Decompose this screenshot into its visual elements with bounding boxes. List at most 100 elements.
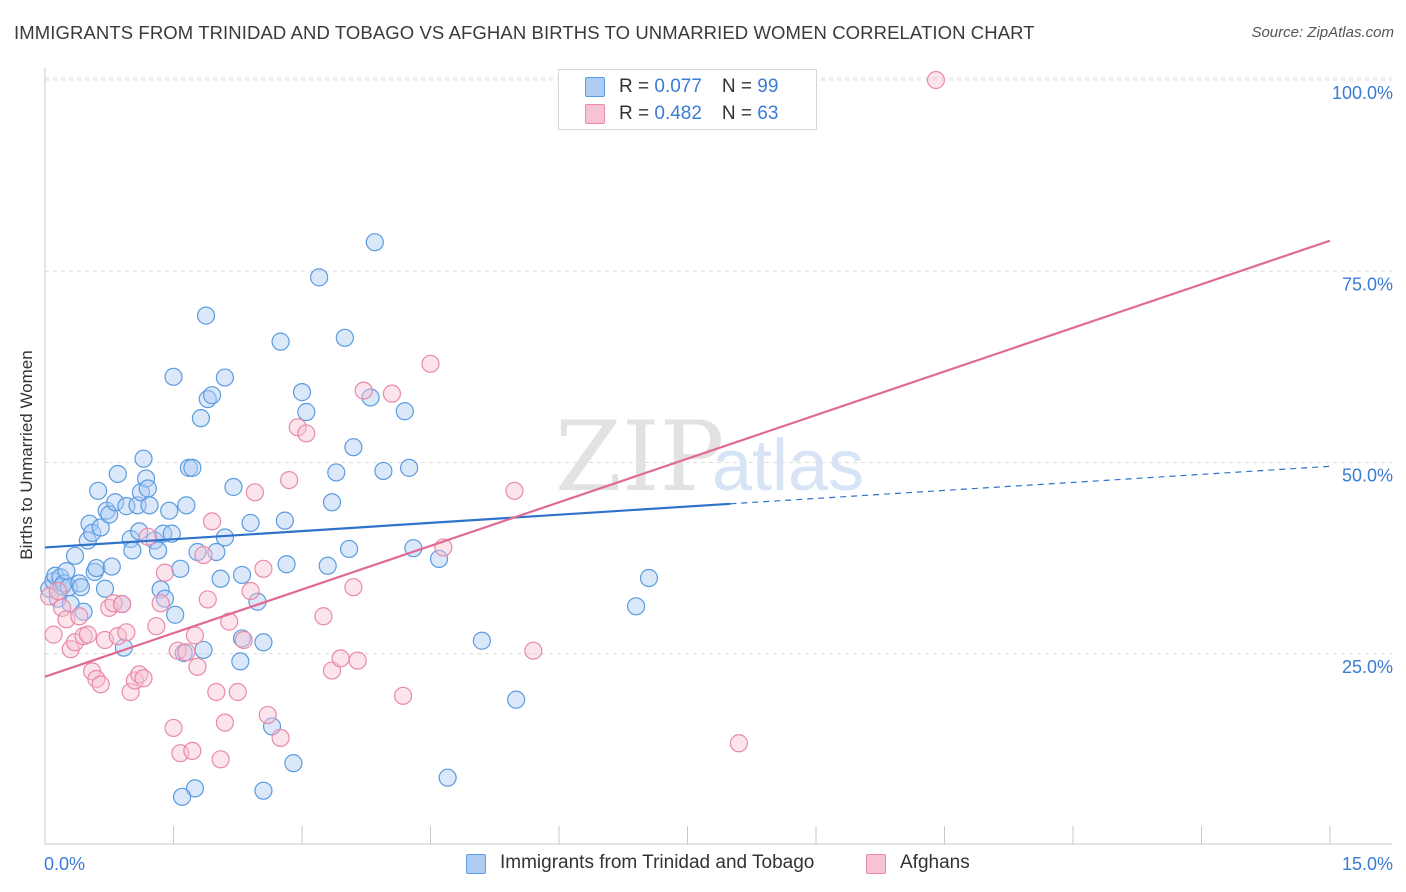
data-point-trinidad xyxy=(254,781,273,800)
data-point-afghans xyxy=(177,643,196,662)
data-point-trinidad xyxy=(429,549,449,568)
data-point-afghans xyxy=(228,682,247,702)
data-point-trinidad xyxy=(95,579,115,598)
data-point-trinidad xyxy=(65,546,85,565)
data-point-afghans xyxy=(53,598,72,617)
data-point-afghans xyxy=(354,381,373,400)
legend-n-value: 63 xyxy=(757,103,779,124)
data-point-afghans xyxy=(198,590,217,609)
data-point-trinidad xyxy=(472,631,491,650)
data-point-trinidad xyxy=(140,496,159,515)
data-point-afghans xyxy=(241,581,260,601)
series-legend: Immigrants from Trinidad and Tobago Afgh… xyxy=(0,851,1406,879)
data-point-afghans xyxy=(70,607,89,626)
data-point-trinidad xyxy=(172,787,192,806)
data-point-afghans xyxy=(138,527,157,546)
data-point-afghans xyxy=(314,607,333,626)
data-point-trinidad xyxy=(277,555,296,574)
legend-n-label: N = xyxy=(721,76,758,97)
data-point-trinidad xyxy=(254,633,273,652)
data-point-trinidad xyxy=(102,557,121,576)
data-point-afghans xyxy=(348,651,367,670)
data-point-trinidad xyxy=(438,768,457,787)
legend-label-trinidad: Immigrants from Trinidad and Tobago xyxy=(500,852,815,873)
data-point-afghans xyxy=(78,625,97,644)
legend-r-label: R = xyxy=(619,76,655,97)
data-point-afghans xyxy=(393,686,413,705)
data-point-trinidad xyxy=(164,367,183,386)
data-point-afghans xyxy=(151,594,170,613)
data-point-afghans xyxy=(926,70,946,90)
data-point-trinidad xyxy=(507,690,526,709)
data-point-afghans xyxy=(245,483,264,502)
source-label: Source: ZipAtlas.com xyxy=(1251,24,1394,41)
data-point-trinidad xyxy=(148,541,168,560)
data-point-afghans xyxy=(183,741,202,761)
data-point-trinidad xyxy=(275,511,294,530)
data-point-afghans xyxy=(147,617,166,636)
data-point-trinidad xyxy=(177,496,196,515)
data-point-afghans xyxy=(164,718,183,738)
data-point-trinidad xyxy=(639,568,659,588)
data-point-trinidad xyxy=(310,268,329,287)
y-tick-label: 50.0% xyxy=(1342,466,1393,486)
data-point-trinidad xyxy=(344,438,363,457)
data-point-trinidad xyxy=(292,383,312,402)
legend-swatch-blue xyxy=(466,854,486,874)
data-point-afghans xyxy=(211,750,230,769)
data-point-afghans xyxy=(215,713,234,732)
data-point-afghans xyxy=(40,587,59,606)
data-point-trinidad xyxy=(138,479,157,498)
data-point-trinidad xyxy=(340,539,359,559)
legend-r-value: 0.482 xyxy=(654,103,702,124)
trend-line-trinidad-extension xyxy=(730,465,1331,505)
legend-swatch-blue xyxy=(585,77,605,97)
data-point-trinidad xyxy=(87,558,106,578)
x-tick-label: 0.0% xyxy=(44,854,85,874)
data-point-afghans xyxy=(524,641,543,660)
data-point-afghans xyxy=(112,594,132,614)
data-point-trinidad xyxy=(185,779,205,798)
data-point-afghans xyxy=(134,669,153,688)
x-tick-label: 15.0% xyxy=(1342,854,1393,874)
data-point-afghans xyxy=(729,734,749,753)
data-point-trinidad xyxy=(191,409,211,428)
data-point-trinidad xyxy=(57,562,76,581)
legend-swatch-pink xyxy=(866,854,886,874)
data-point-trinidad xyxy=(318,556,337,575)
data-point-afghans xyxy=(91,675,110,694)
watermark-atlas: atlas xyxy=(712,426,864,506)
data-point-afghans xyxy=(185,626,205,645)
legend-n-value: 99 xyxy=(757,76,779,97)
trend-lines xyxy=(44,239,1331,678)
data-point-trinidad xyxy=(327,463,346,482)
data-point-trinidad xyxy=(83,523,102,542)
data-point-trinidad xyxy=(160,501,179,520)
trend-line-trinidad xyxy=(44,502,731,549)
data-point-trinidad xyxy=(215,528,234,547)
data-point-trinidad xyxy=(106,493,125,512)
data-point-afghans xyxy=(108,627,127,646)
legend-n-label: N = xyxy=(721,103,758,124)
stats-legend: R = 0.077 N = 99 R = 0.482 N = 63 xyxy=(558,69,817,130)
data-point-trinidad xyxy=(232,565,252,585)
data-point-afghans xyxy=(188,657,207,676)
data-point-trinidad xyxy=(202,386,222,405)
tick-labels: 25.0% 50.0% 75.0% 100.0% 0.0% 15.0% xyxy=(44,83,1393,874)
series-blue-points xyxy=(40,233,659,806)
data-point-trinidad xyxy=(395,402,414,421)
data-point-trinidad xyxy=(241,513,260,533)
data-point-trinidad xyxy=(335,328,354,347)
data-point-afghans xyxy=(194,545,213,565)
data-point-afghans xyxy=(254,559,273,578)
data-point-trinidad xyxy=(271,332,290,351)
data-point-trinidad xyxy=(71,578,91,597)
data-point-trinidad xyxy=(322,493,342,512)
y-tick-label: 100.0% xyxy=(1332,83,1393,103)
data-point-trinidad xyxy=(123,541,142,560)
data-point-afghans xyxy=(202,512,222,531)
data-point-afghans xyxy=(297,424,316,443)
data-point-afghans xyxy=(207,682,226,702)
data-point-afghans xyxy=(155,563,175,582)
